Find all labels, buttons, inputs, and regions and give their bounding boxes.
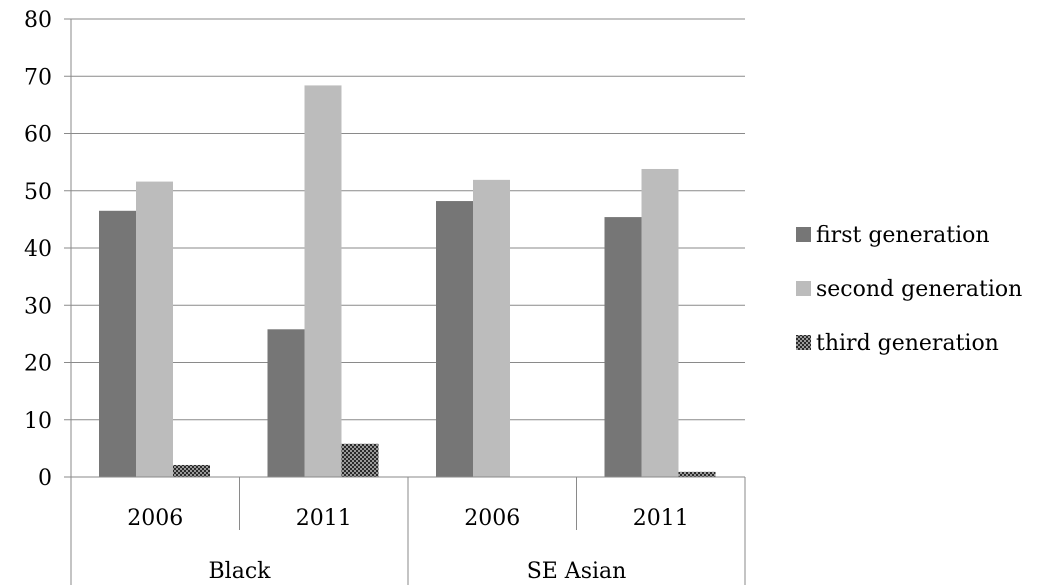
bar-third-generation-SE-Asian-2011 xyxy=(678,471,716,477)
bar-second-generation-Black-2011 xyxy=(304,85,342,477)
gridlines xyxy=(71,18,745,421)
bar-second-generation-SE-Asian-2011 xyxy=(641,168,679,477)
y-tick-label: 50 xyxy=(24,180,52,205)
x-axis-labels: 2006 2011 2006 2011 Black SE Asian xyxy=(127,506,689,584)
y-tick-label: 40 xyxy=(24,237,52,262)
legend-label: first generation xyxy=(816,223,990,248)
y-tick-label: 10 xyxy=(24,409,52,434)
x-tick-label: 2011 xyxy=(633,506,689,531)
y-tick-label: 80 xyxy=(24,8,52,33)
bars xyxy=(99,85,716,477)
legend: first generation second generation third g… xyxy=(796,223,1022,356)
y-axis-ticks: 0 10 20 30 40 50 60 70 80 xyxy=(24,8,71,491)
bar-first-generation-Black-2006 xyxy=(99,210,136,477)
bar-second-generation-Black-2006 xyxy=(136,181,173,477)
bar-first-generation-SE-Asian-2006 xyxy=(436,201,473,477)
legend-swatch xyxy=(796,281,811,296)
y-tick-label: 60 xyxy=(24,123,52,148)
group-label: SE Asian xyxy=(527,559,627,584)
x-tick-label: 2006 xyxy=(464,506,520,531)
legend-label: third generation xyxy=(816,331,999,356)
y-tick-label: 70 xyxy=(24,65,52,90)
bar-second-generation-SE-Asian-2006 xyxy=(473,179,510,477)
bar-third-generation-Black-2006 xyxy=(173,464,210,477)
y-tick-label: 20 xyxy=(24,352,52,377)
legend-swatch xyxy=(796,335,811,350)
x-tick-label: 2006 xyxy=(127,506,183,531)
axes xyxy=(70,19,746,585)
group-label: Black xyxy=(209,559,272,584)
y-tick-label: 0 xyxy=(38,466,52,491)
y-tick-label: 30 xyxy=(24,294,52,319)
bar-third-generation-Black-2011 xyxy=(341,443,379,477)
bar-first-generation-SE-Asian-2011 xyxy=(604,217,642,477)
legend-label: second generation xyxy=(816,277,1022,302)
legend-swatch xyxy=(796,227,811,242)
x-tick-label: 2011 xyxy=(296,506,352,531)
bar-first-generation-Black-2011 xyxy=(267,329,305,477)
